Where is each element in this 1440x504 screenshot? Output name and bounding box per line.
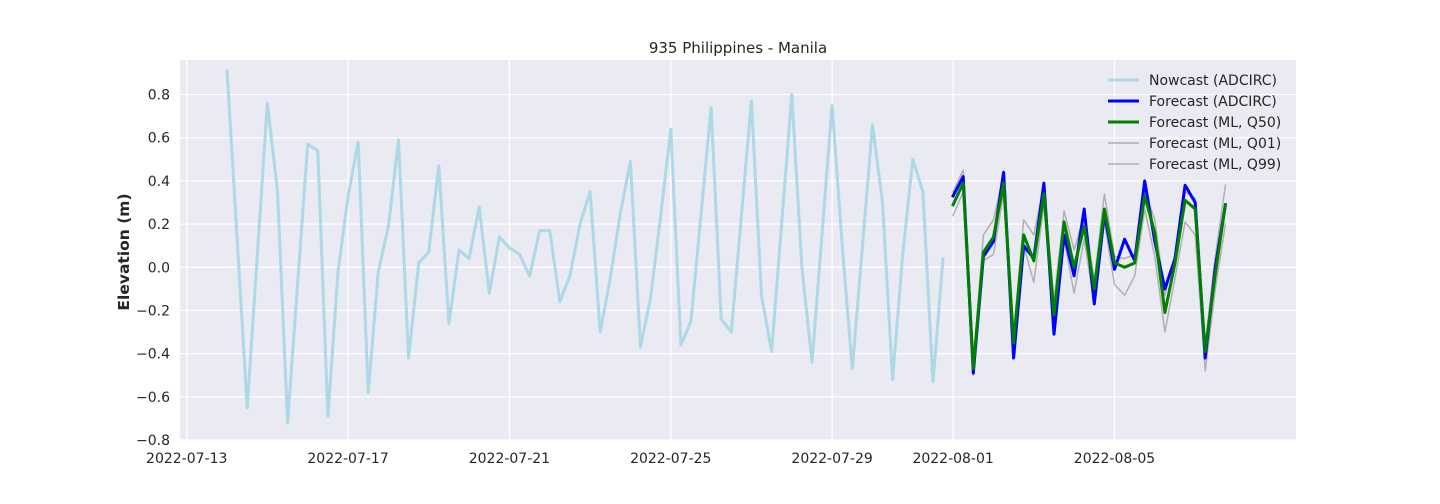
legend-label-forecast-ml-q50: Forecast (ML, Q50) xyxy=(1149,115,1281,131)
x-tick-label: 2022-07-21 xyxy=(469,451,550,467)
y-axis-label: Elevation (m) xyxy=(115,193,133,310)
legend-label-forecast-ml-q01: Forecast (ML, Q01) xyxy=(1149,136,1281,152)
y-tick-label: −0.4 xyxy=(136,347,170,363)
y-tick-label: −0.8 xyxy=(136,433,170,449)
x-tick-label: 2022-07-25 xyxy=(630,451,711,467)
x-tick-label: 2022-07-17 xyxy=(307,451,388,467)
x-tick-label: 2022-08-01 xyxy=(912,451,993,467)
x-tick-label: 2022-07-29 xyxy=(791,451,872,467)
y-tick-label: 0.6 xyxy=(148,131,170,147)
y-tick-label: 0.0 xyxy=(148,260,170,276)
legend-label-forecast-ml-q99: Forecast (ML, Q99) xyxy=(1149,157,1281,173)
legend-label-forecast-adcirc: Forecast (ADCIRC) xyxy=(1149,94,1277,110)
y-tick-label: −0.6 xyxy=(136,390,170,406)
x-axis-ticks: 2022-07-13 2022-07-17 2022-07-21 2022-07-25… xyxy=(146,451,1155,467)
series-line-forecast-ml-q50 xyxy=(951,181,1228,371)
series-line-forecast-ml-q01 xyxy=(952,190,1227,376)
series-line-nowcast-adcirc xyxy=(225,69,945,425)
y-tick-label: 0.8 xyxy=(148,88,170,104)
y-tick-label: 0.2 xyxy=(148,217,170,233)
legend: Nowcast (ADCIRC) Forecast (ADCIRC) Forecas… xyxy=(1108,73,1281,173)
x-tick-label: 2022-08-05 xyxy=(1074,451,1155,467)
series-lines xyxy=(225,69,1228,425)
legend-label-nowcast-adcirc: Nowcast (ADCIRC) xyxy=(1149,73,1277,89)
y-axis-ticks: −0.8 −0.6 −0.4 −0.2 0.0 0.2 0.4 0.6 0.8 xyxy=(136,88,170,449)
chart-title: 935 Philippines - Manila xyxy=(649,39,827,57)
y-tick-label: −0.2 xyxy=(136,303,170,319)
x-tick-label: 2022-07-13 xyxy=(146,451,227,467)
y-tick-label: 0.4 xyxy=(148,174,170,190)
